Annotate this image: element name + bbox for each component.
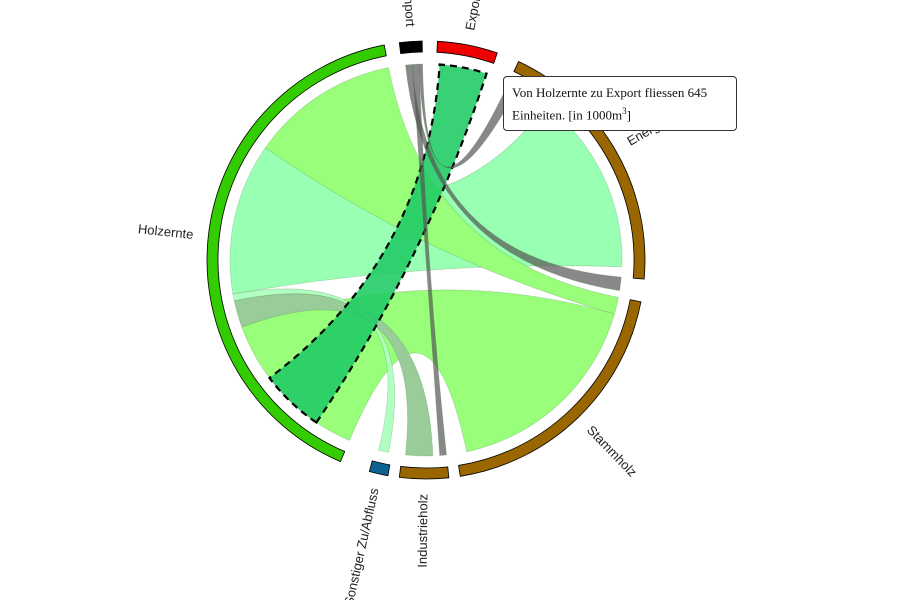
chord-holzernte-to-stammholz[interactable] (264, 67, 619, 315)
chord-import-to-industrieholz[interactable] (411, 63, 447, 456)
group-arc-export[interactable] (436, 40, 498, 64)
tooltip-line-1: Von Holzernte zu Export fliessen 645 (512, 85, 708, 100)
group-arc-import[interactable] (398, 40, 423, 54)
group-arc-sonstiger-zu-abfluss[interactable] (368, 460, 391, 477)
group-arc-stammholz[interactable] (458, 299, 642, 477)
group-label-stammholz: Stammholz (584, 422, 640, 479)
group-label-export: Export (462, 0, 484, 32)
tooltip-line-2-suffix: ] (626, 107, 631, 123)
group-label-industrieholz: Industrieholz (415, 494, 431, 568)
group-label-import: Import (401, 0, 419, 27)
group-label-holzernte: Holzernte (137, 221, 194, 242)
tooltip: Von Holzernte zu Export fliessen 645 Ein… (503, 76, 737, 132)
group-arc-industrieholz[interactable] (398, 466, 450, 480)
chords-layer (229, 63, 623, 457)
tooltip-line-2-prefix: Einheiten. [in 1000m (512, 107, 623, 123)
tooltip-line-2-sup: 3 (622, 106, 627, 116)
group-label-sonstiger-zu-abfluss: Sonstiger Zu/Abfluss (341, 486, 382, 600)
group-arc-holzernte[interactable] (206, 44, 387, 463)
chord-holzernte-to-export[interactable] (267, 63, 488, 425)
